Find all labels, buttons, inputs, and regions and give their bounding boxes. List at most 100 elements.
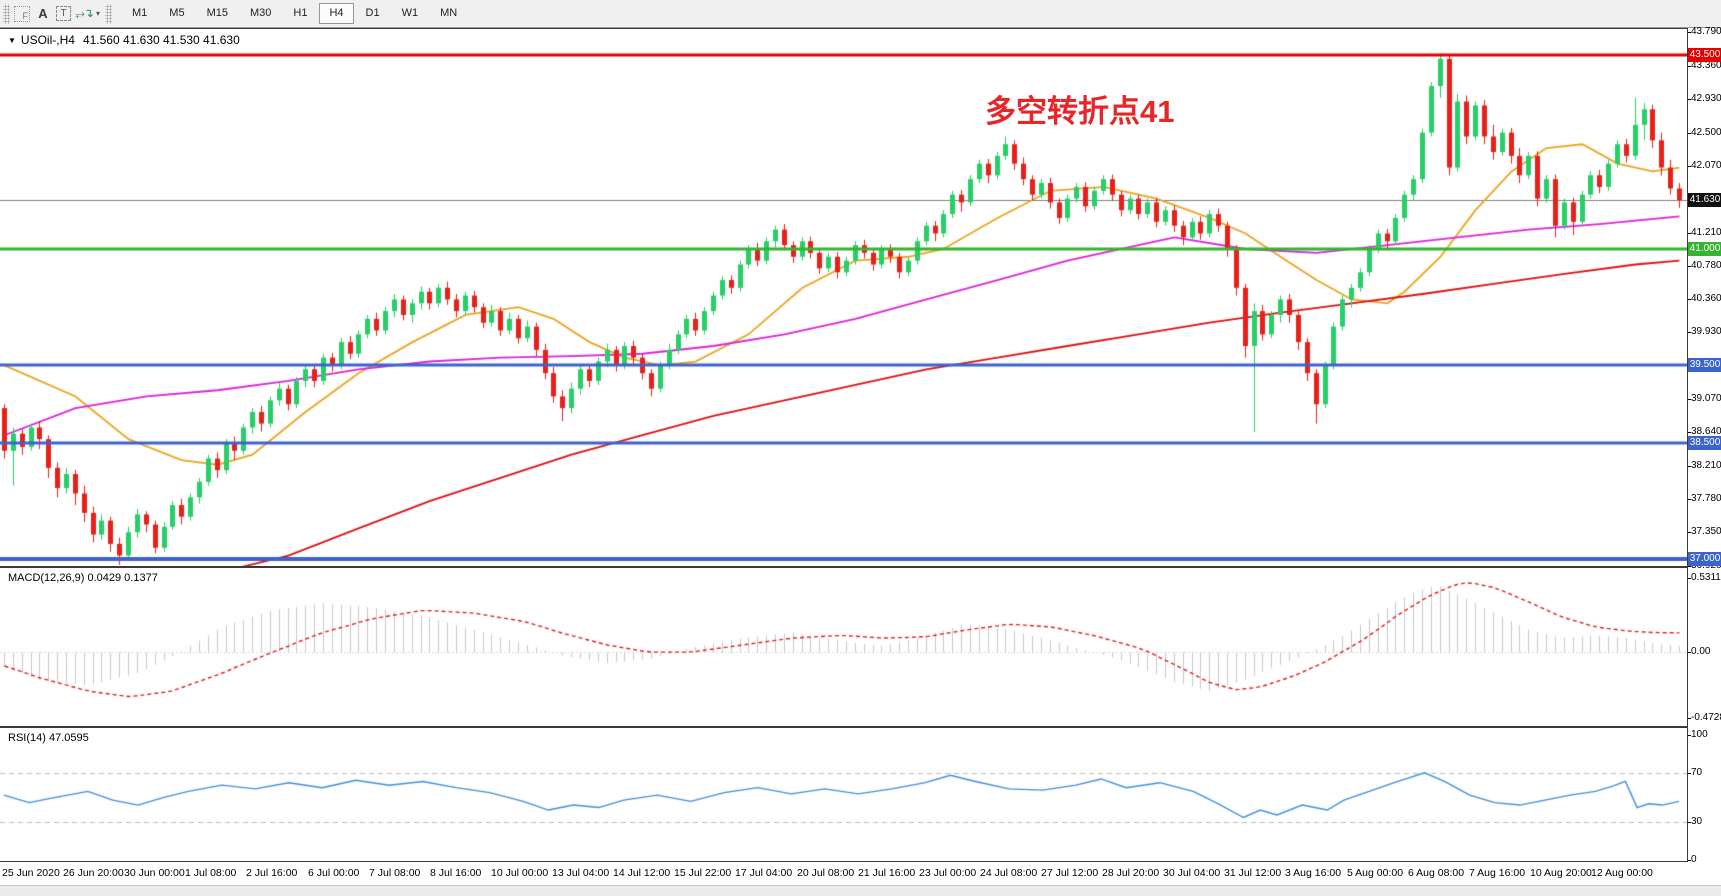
price-level-badge: 41.000 <box>1688 242 1721 256</box>
rsi-tick-label: 100 <box>1691 729 1708 740</box>
macd-tick-label: 0.5311 <box>1691 572 1721 583</box>
axis-tick-mark <box>1688 499 1691 500</box>
collapse-triangle-icon[interactable]: ▼ <box>8 35 16 45</box>
price-tick-label: 42.500 <box>1691 127 1721 138</box>
timeframe-button-d1[interactable]: D1 <box>356 3 390 24</box>
axis-tick-mark <box>1688 99 1691 100</box>
symbol-info-line: ▼ USOil-,H4 41.560 41.630 41.530 41.630 <box>8 33 240 47</box>
time-tick-label: 21 Jul 16:00 <box>858 867 916 879</box>
chart-text-annotation: 多空转折点41 <box>985 94 1175 129</box>
axis-tick-mark <box>1688 718 1691 719</box>
time-tick-label: 30 Jul 04:00 <box>1163 867 1221 879</box>
axis-tick-mark <box>1688 466 1691 467</box>
axis-tick-mark <box>1688 822 1691 823</box>
cycle-arrows-icon[interactable]: ⥅↴ <box>75 6 94 20</box>
axis-tick-mark <box>1688 32 1691 33</box>
price-chart-canvas[interactable] <box>0 29 1687 566</box>
axis-tick-mark <box>1688 773 1691 774</box>
time-tick-label: 24 Jul 08:00 <box>980 867 1038 879</box>
toolbar-grip-handle[interactable] <box>105 3 113 24</box>
timeframe-button-m15[interactable]: M15 <box>197 3 238 24</box>
toolbar-grip-handle[interactable] <box>3 3 10 24</box>
rsi-indicator-canvas[interactable] <box>0 728 1687 861</box>
top-toolbar: F A T ⥅↴ ▾ M1 M5 M15 M30 H1 H4 D1 W1 MN <box>0 0 1721 28</box>
time-tick-label: 10 Jul 00:00 <box>491 867 549 879</box>
time-tick-label: 6 Jul 00:00 <box>308 867 360 879</box>
axis-tick-mark <box>1688 432 1691 433</box>
expert-advisor-icon[interactable]: F <box>14 5 30 22</box>
time-tick-label: 10 Aug 20:00 <box>1530 867 1592 879</box>
panel-separator[interactable] <box>0 726 1721 728</box>
time-tick-label: 26 Jun 20:00 <box>63 867 124 879</box>
axis-tick-mark <box>1688 735 1691 736</box>
time-tick-label: 17 Jul 04:00 <box>735 867 793 879</box>
price-tick-label: 42.070 <box>1691 160 1721 171</box>
price-level-badge: 38.500 <box>1688 436 1721 450</box>
panel-separator[interactable] <box>0 566 1721 568</box>
price-tick-label: 41.210 <box>1691 227 1721 238</box>
time-tick-label: 28 Jul 20:00 <box>1102 867 1160 879</box>
time-tick-label: 25 Jun 2020 <box>2 867 60 879</box>
dropdown-caret-icon[interactable]: ▾ <box>96 9 101 18</box>
axis-tick-mark <box>1688 332 1691 333</box>
price-level-badge: 37.000 <box>1688 552 1721 566</box>
timeframe-button-h4[interactable]: H4 <box>319 3 354 24</box>
time-tick-label: 30 Jun 00:00 <box>124 867 185 879</box>
panel-separator <box>0 861 1721 862</box>
time-axis[interactable]: 25 Jun 2020 26 Jun 20:00 30 Jun 00:00 1 Jul… <box>0 862 1687 885</box>
time-tick-label: 15 Jul 22:00 <box>674 867 732 879</box>
axis-tick-mark <box>1688 578 1691 579</box>
chart-window: ▼ USOil-,H4 41.560 41.630 41.530 41.630 … <box>0 26 1721 885</box>
axis-tick-mark <box>1688 399 1691 400</box>
price-level-badge: 43.500 <box>1688 48 1721 62</box>
price-tick-label: 42.930 <box>1691 93 1721 104</box>
panel-border <box>0 28 1721 29</box>
timeframe-button-group: M1 M5 M15 M30 H1 H4 D1 W1 MN <box>121 3 468 24</box>
macd-label: MACD(12,26,9) 0.0429 0.1377 <box>8 572 158 584</box>
rsi-tick-label: 70 <box>1691 767 1703 778</box>
bottom-scroll-strip[interactable] <box>0 885 1721 896</box>
price-axis[interactable]: 43.790 43.360 42.930 42.500 42.070 41.210 40.7… <box>1687 26 1721 865</box>
time-tick-label: 2 Jul 16:00 <box>246 867 298 879</box>
text-object-icon[interactable]: T <box>56 6 71 21</box>
timeframe-button-mn[interactable]: MN <box>430 3 467 24</box>
time-tick-label: 7 Jul 08:00 <box>369 867 421 879</box>
price-level-badge: 41.630 <box>1688 193 1721 207</box>
timeframe-button-w1[interactable]: W1 <box>392 3 429 24</box>
timeframe-button-h1[interactable]: H1 <box>283 3 317 24</box>
rsi-tick-label: 30 <box>1691 816 1703 827</box>
price-tick-label: 37.780 <box>1691 493 1721 504</box>
font-icon[interactable]: A <box>38 6 48 21</box>
symbol-ohlc-values: 41.560 41.630 41.530 41.630 <box>82 33 240 47</box>
axis-tick-mark <box>1688 532 1691 533</box>
price-tick-label: 40.780 <box>1691 260 1721 271</box>
axis-tick-mark <box>1688 652 1691 653</box>
timeframe-button-m1[interactable]: M1 <box>122 3 157 24</box>
time-tick-label: 23 Jul 00:00 <box>919 867 977 879</box>
rsi-tick-label: 0 <box>1691 854 1697 865</box>
macd-indicator-canvas[interactable] <box>0 568 1687 726</box>
axis-tick-mark <box>1688 66 1691 67</box>
price-tick-label: 37.350 <box>1691 526 1721 537</box>
price-tick-label: 38.210 <box>1691 460 1721 471</box>
time-tick-label: 27 Jul 12:00 <box>1041 867 1099 879</box>
time-tick-label: 13 Jul 04:00 <box>552 867 610 879</box>
price-tick-label: 43.790 <box>1691 26 1721 37</box>
axis-tick-mark <box>1688 133 1691 134</box>
price-level-badge: 39.500 <box>1688 358 1721 372</box>
time-tick-label: 14 Jul 12:00 <box>613 867 671 879</box>
time-tick-label: 7 Aug 16:00 <box>1469 867 1526 879</box>
axis-tick-mark <box>1688 266 1691 267</box>
price-tick-label: 39.930 <box>1691 326 1721 337</box>
price-tick-label: 40.360 <box>1691 293 1721 304</box>
macd-tick-label: 0.00 <box>1691 646 1711 657</box>
axis-tick-mark <box>1688 166 1691 167</box>
macd-tick-label: -0.4728 <box>1691 712 1721 723</box>
timeframe-button-m30[interactable]: M30 <box>240 3 281 24</box>
axis-tick-mark <box>1688 566 1691 567</box>
time-tick-label: 6 Aug 08:00 <box>1408 867 1465 879</box>
timeframe-button-m5[interactable]: M5 <box>159 3 194 24</box>
rsi-label: RSI(14) 47.0595 <box>8 732 89 744</box>
price-tick-label: 43.360 <box>1691 60 1721 71</box>
time-tick-label: 1 Jul 08:00 <box>185 867 237 879</box>
